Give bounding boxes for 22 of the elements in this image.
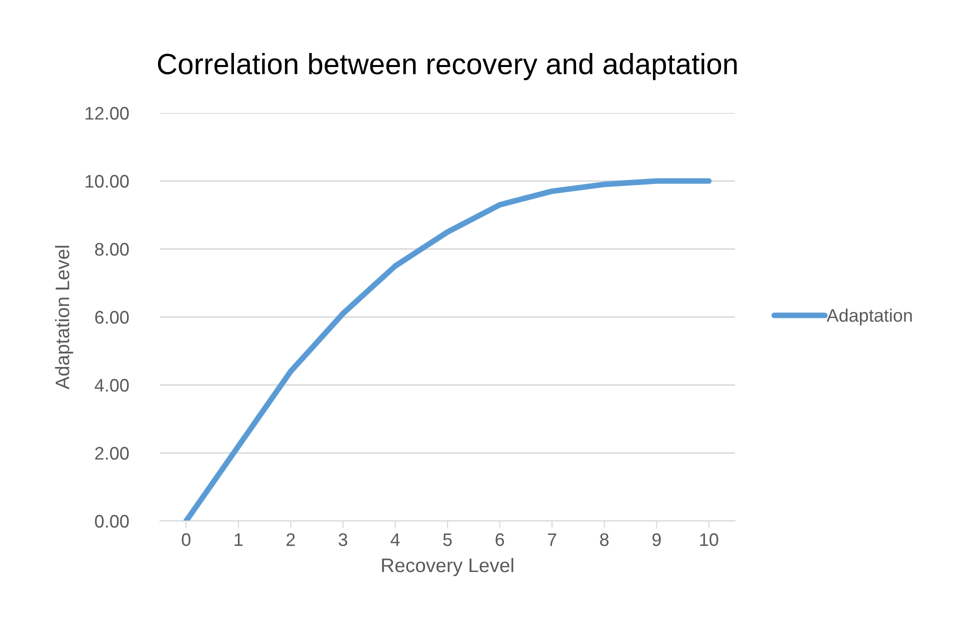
x-tick-label: 9: [652, 533, 661, 546]
x-tick-label: 10: [700, 533, 718, 546]
y-tick-label: 12.00: [86, 106, 129, 120]
x-tick-label: 4: [390, 533, 400, 546]
y-axis-title: Adaptation Level: [55, 246, 74, 390]
x-axis-title: Recovery Level: [382, 558, 514, 576]
x-tick-label: 6: [496, 533, 504, 546]
x-tick-label: 2: [286, 533, 295, 546]
x-tick-label: 0: [182, 533, 190, 546]
y-tick-label: 0.00: [95, 514, 129, 528]
chart-title: Correlation between recovery and adaptation: [158, 52, 737, 80]
x-tick-label: 8: [600, 533, 609, 546]
x-tick-label: 3: [338, 533, 348, 546]
y-tick-label: 8.00: [95, 242, 129, 256]
legend-label: Adaptation: [826, 308, 912, 326]
y-tick-label: 10.00: [86, 174, 129, 188]
x-tick-label: 7: [548, 533, 556, 546]
y-tick-label: 6.00: [95, 310, 129, 324]
y-tick-label: 4.00: [94, 378, 129, 392]
x-tick-label: 5: [443, 533, 452, 546]
x-tick-label: 1: [234, 533, 243, 546]
y-tick-label: 2.00: [95, 446, 129, 460]
